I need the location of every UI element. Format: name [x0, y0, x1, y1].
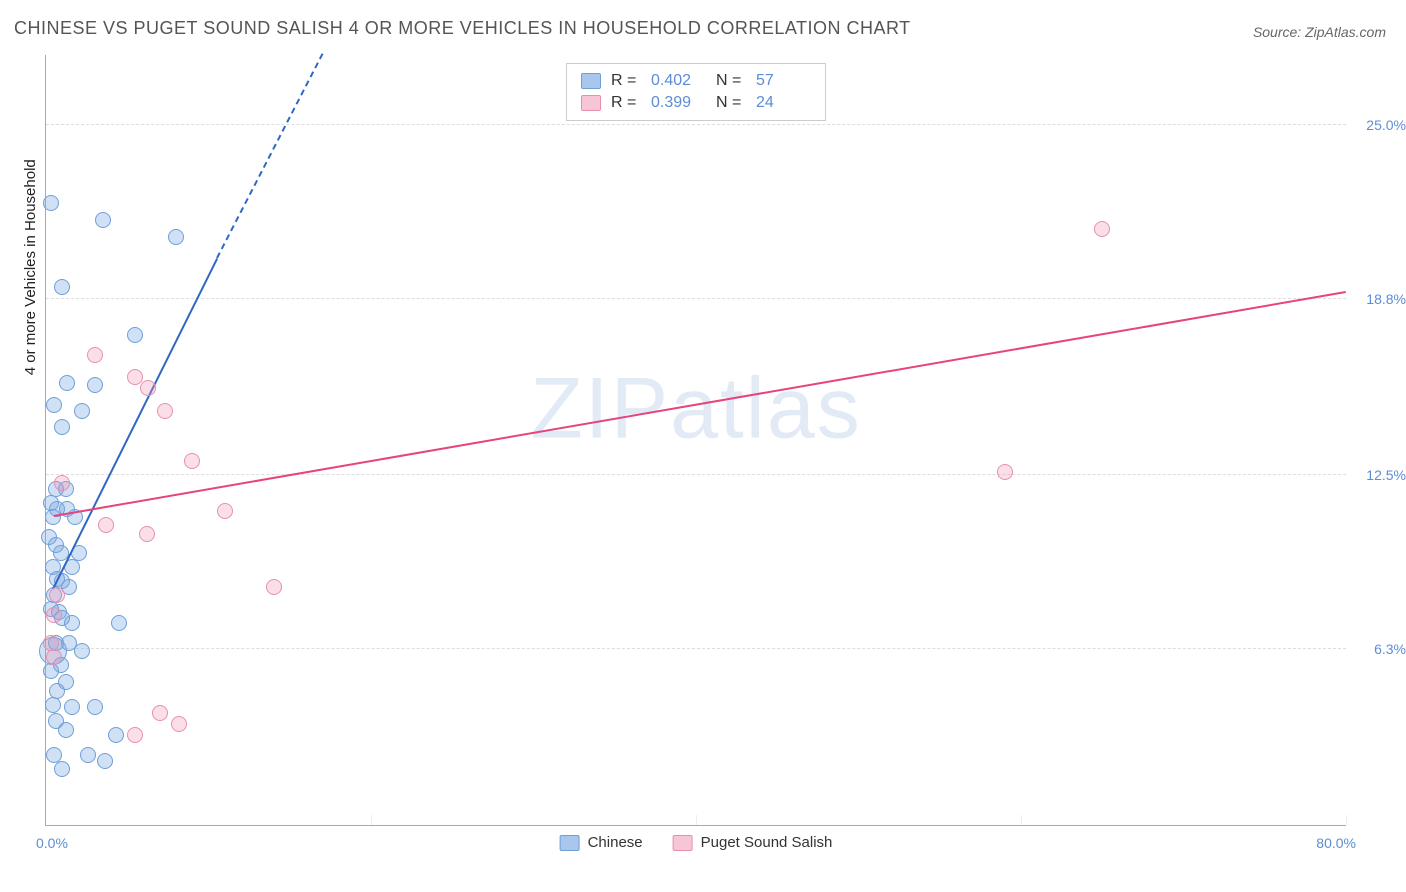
scatter-point-chinese: [97, 753, 113, 769]
scatter-point-salish: [171, 716, 187, 732]
y-axis-tick-label: 25.0%: [1366, 117, 1406, 133]
scatter-point-chinese: [111, 615, 127, 631]
scatter-point-salish: [152, 705, 168, 721]
scatter-point-chinese: [43, 663, 59, 679]
scatter-point-chinese: [64, 615, 80, 631]
trend-line-salish: [54, 291, 1346, 517]
scatter-point-chinese: [59, 375, 75, 391]
scatter-point-salish: [1094, 221, 1110, 237]
legend-swatch-icon: [581, 95, 601, 111]
gridline-horizontal: [46, 648, 1346, 649]
y-axis-tick-label: 12.5%: [1366, 467, 1406, 483]
trend-line-chinese: [216, 54, 323, 259]
scatter-point-chinese: [87, 377, 103, 393]
series-legend-label: Puget Sound Salish: [701, 834, 833, 851]
scatter-point-salish: [46, 649, 62, 665]
scatter-point-chinese: [58, 722, 74, 738]
watermark: ZIPatlas: [530, 360, 861, 459]
legend-n-value: 57: [756, 72, 811, 90]
scatter-plot-area: 4 or more Vehicles in Household 0.0% 80.…: [45, 55, 1346, 826]
legend-n-value: 24: [756, 94, 811, 112]
scatter-point-chinese: [87, 699, 103, 715]
legend-n-label: N =: [716, 94, 746, 112]
scatter-point-salish: [217, 503, 233, 519]
y-axis-tick-label: 6.3%: [1374, 641, 1406, 657]
y-axis-tick-label: 18.8%: [1366, 291, 1406, 307]
gridline-vertical: [371, 815, 372, 825]
y-axis-title: 4 or more Vehicles in Household: [22, 159, 39, 375]
gridline-vertical: [696, 815, 697, 825]
gridline-horizontal: [46, 124, 1346, 125]
legend-row-salish: R = 0.399 N = 24: [581, 92, 811, 114]
series-legend-item-chinese: Chinese: [560, 834, 643, 851]
scatter-point-chinese: [43, 195, 59, 211]
scatter-point-chinese: [74, 643, 90, 659]
scatter-point-salish: [54, 475, 70, 491]
scatter-point-salish: [139, 526, 155, 542]
legend-r-label: R =: [611, 72, 641, 90]
legend-r-value: 0.399: [651, 94, 706, 112]
gridline-horizontal: [46, 298, 1346, 299]
scatter-point-chinese: [46, 397, 62, 413]
scatter-point-chinese: [95, 212, 111, 228]
legend-swatch-icon: [673, 835, 693, 851]
scatter-point-chinese: [80, 747, 96, 763]
x-axis-max-label: 80.0%: [1316, 835, 1356, 851]
legend-r-label: R =: [611, 94, 641, 112]
scatter-point-chinese: [54, 279, 70, 295]
scatter-point-chinese: [64, 699, 80, 715]
gridline-horizontal: [46, 474, 1346, 475]
series-legend: Chinese Puget Sound Salish: [560, 834, 833, 851]
legend-r-value: 0.402: [651, 72, 706, 90]
scatter-point-chinese: [45, 697, 61, 713]
x-axis-min-label: 0.0%: [36, 835, 68, 851]
legend-swatch-icon: [581, 73, 601, 89]
scatter-point-salish: [157, 403, 173, 419]
scatter-point-salish: [87, 347, 103, 363]
scatter-point-salish: [127, 727, 143, 743]
source-attribution: Source: ZipAtlas.com: [1253, 24, 1386, 40]
legend-row-chinese: R = 0.402 N = 57: [581, 70, 811, 92]
chart-title: CHINESE VS PUGET SOUND SALISH 4 OR MORE …: [14, 18, 911, 39]
series-legend-item-salish: Puget Sound Salish: [673, 834, 833, 851]
scatter-point-salish: [266, 579, 282, 595]
scatter-point-salish: [997, 464, 1013, 480]
correlation-legend: R = 0.402 N = 57 R = 0.399 N = 24: [566, 63, 826, 121]
scatter-point-chinese: [74, 403, 90, 419]
scatter-point-salish: [98, 517, 114, 533]
series-legend-label: Chinese: [588, 834, 643, 851]
gridline-vertical: [1021, 815, 1022, 825]
gridline-vertical: [1346, 815, 1347, 825]
scatter-point-salish: [46, 607, 62, 623]
scatter-point-chinese: [108, 727, 124, 743]
trend-line-chinese: [52, 258, 218, 589]
legend-swatch-icon: [560, 835, 580, 851]
scatter-point-salish: [49, 587, 65, 603]
scatter-point-chinese: [168, 229, 184, 245]
scatter-point-salish: [184, 453, 200, 469]
legend-n-label: N =: [716, 72, 746, 90]
scatter-point-chinese: [127, 327, 143, 343]
scatter-point-salish: [140, 380, 156, 396]
scatter-point-chinese: [45, 509, 61, 525]
scatter-point-chinese: [54, 761, 70, 777]
scatter-point-chinese: [54, 419, 70, 435]
